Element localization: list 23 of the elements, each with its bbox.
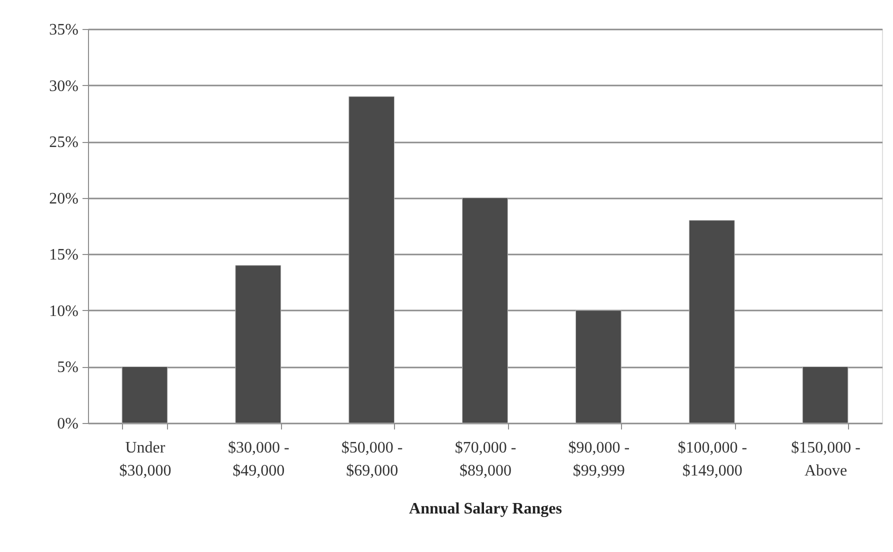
y-tick-label: 10%	[49, 302, 78, 320]
x-tick-label: $30,000 - $49,000	[228, 440, 290, 480]
bar	[348, 96, 395, 424]
x-tick-label: Under $30,000	[119, 440, 172, 480]
bar	[688, 220, 735, 424]
y-tick-label: 25%	[49, 134, 78, 152]
bar	[235, 265, 282, 424]
x-tick-label: $150,000 - Above	[791, 440, 860, 480]
bar	[462, 198, 508, 424]
bar	[122, 366, 168, 424]
y-tick-label: 20%	[49, 190, 78, 208]
y-tick-label: 30%	[49, 78, 78, 95]
y-tick-label: 0%	[57, 416, 78, 432]
x-tick-label: $90,000 - $99,999	[568, 440, 630, 480]
y-tick-label: 15%	[49, 246, 78, 264]
x-axis-title: Annual Salary Ranges	[409, 500, 562, 518]
y-tick-label: 5%	[57, 359, 78, 376]
bar	[575, 310, 622, 424]
x-tick-label: $70,000 - $89,000	[454, 440, 516, 480]
bar	[802, 366, 848, 424]
y-tick-label: 35%	[49, 22, 78, 38]
x-tick-label: $100,000 - $149,000	[678, 440, 748, 480]
x-tick-label: $50,000 - $69,000	[341, 440, 403, 480]
